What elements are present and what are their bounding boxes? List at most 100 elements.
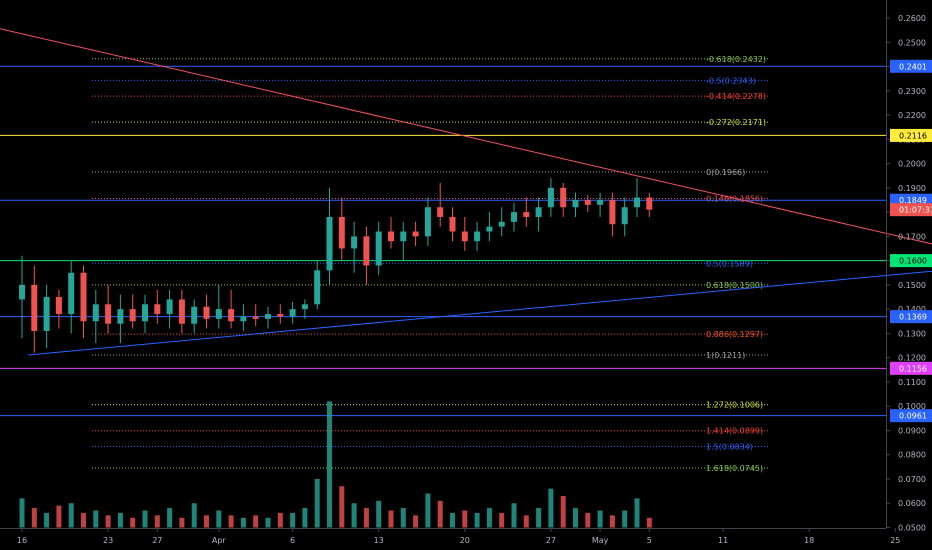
time-tick-label: 23 (103, 536, 113, 545)
candle-body (43, 297, 50, 331)
candle-body (449, 216, 456, 232)
volume-bar (216, 510, 222, 528)
price-tick-label: 0.1200 (898, 354, 926, 363)
volume-bar (56, 505, 62, 528)
trendline-upper[interactable] (0, 25, 932, 258)
volume-bar (474, 512, 480, 528)
price-tick-label: 0.1900 (898, 184, 926, 193)
time-tick-label: 20 (460, 536, 470, 545)
candle-body (166, 299, 173, 314)
time-tick-label: 6 (290, 536, 295, 545)
fib-label: 0.886(0.1297) (706, 330, 763, 339)
time-tick-label: 5 (647, 536, 652, 545)
price-tick-label: 0.2000 (898, 160, 926, 169)
time-tick-label: 16 (17, 536, 27, 545)
candle-body (19, 284, 25, 300)
candle-body (265, 313, 271, 319)
trendline-lower[interactable] (28, 265, 932, 356)
fib-label: -0.618(0.2432) (706, 55, 766, 64)
candle-body (621, 207, 628, 225)
time-tick-label: Apr (212, 536, 227, 545)
price-tick-label: 0.2200 (898, 111, 926, 120)
candle-body (80, 272, 87, 322)
fib-label: 0(0.1966) (706, 168, 745, 177)
fib-label: 1.272(0.1006) (706, 401, 763, 410)
level-price-box (890, 409, 932, 423)
volume-bar (265, 517, 271, 528)
level-price-label: 0.2401 (899, 62, 927, 71)
volume-bar (130, 517, 136, 528)
volume-bar (339, 486, 345, 528)
volume-bar (179, 517, 185, 528)
level-price-box (890, 128, 932, 142)
volume-bar (597, 510, 603, 528)
price-tick-label: 0.0500 (898, 524, 926, 533)
candle-body (301, 304, 308, 310)
fib-label: 0.146(0.1856) (706, 195, 763, 204)
fibonacci-levels: -0.618(0.2432) -0.5(0.2343) -0.414(0.2278)… (92, 55, 770, 473)
time-tick-label: 13 (374, 536, 384, 545)
level-price-box (890, 254, 932, 268)
time-axis[interactable]: 16 23 27 Apr 6 13 20 27 May 5 11 18 25 (17, 528, 900, 545)
candle-body (609, 199, 616, 225)
volume-bar (376, 500, 382, 528)
candle-body (375, 231, 382, 266)
candle-body (560, 187, 567, 208)
price-tick-label: 0.0900 (898, 426, 926, 435)
candle-body (486, 226, 493, 232)
candle-body (240, 316, 247, 322)
volume-bar (413, 515, 419, 528)
price-tick-label: 0.2500 (898, 38, 926, 47)
volume-bar (253, 515, 259, 528)
volume-bar (548, 488, 554, 528)
level-price-label: 0.2116 (899, 131, 927, 140)
volume-bar (81, 512, 86, 528)
candle-body (178, 299, 185, 324)
time-tick-label: 25 (890, 536, 900, 545)
volume-bar (314, 478, 320, 528)
fib-label: -0.5(0.2343) (706, 76, 756, 85)
candles (19, 178, 653, 353)
price-tick-label: 0.0600 (898, 499, 926, 508)
candle-body (388, 231, 394, 242)
time-tick-label: May (592, 536, 609, 545)
candle-body (215, 309, 222, 319)
fib-label: 1.618(0.0745) (706, 464, 763, 473)
candle-body (326, 216, 333, 271)
candle-body (277, 313, 284, 317)
volume-bar (499, 512, 505, 528)
candle-body (646, 197, 653, 210)
candle-body (252, 316, 259, 319)
level-price-label: 0.1600 (899, 257, 927, 266)
volume-bar (167, 508, 173, 528)
price-tick-label: 0.2300 (898, 87, 926, 96)
volume-bar (363, 508, 369, 528)
volume-bar (536, 508, 542, 528)
candle-body (351, 236, 358, 249)
candle-body (400, 231, 407, 242)
candle-body (523, 212, 530, 217)
candle-body (547, 187, 554, 208)
price-tick-label: 0.0800 (898, 451, 926, 460)
volume-bar (19, 498, 25, 528)
volume-bar (400, 508, 406, 528)
volume-bar (425, 493, 431, 528)
volume-bar (646, 517, 652, 528)
volume-bar (154, 515, 160, 528)
volume-bar (450, 512, 455, 528)
candle-body (412, 231, 419, 237)
candle-body (338, 216, 345, 249)
candle-body (191, 306, 198, 324)
fib-label: 1.414(0.0899) (706, 427, 763, 436)
candle-body (424, 207, 431, 237)
volume-bar (228, 515, 234, 528)
candle-body (154, 304, 161, 314)
volume-bar (634, 498, 640, 528)
price-tick-label: 0.1700 (898, 232, 926, 241)
candle-body (55, 297, 62, 314)
volume-bar (486, 508, 492, 528)
volume-bar (204, 515, 209, 528)
level-price-box (890, 361, 932, 375)
candle-body (203, 306, 210, 319)
